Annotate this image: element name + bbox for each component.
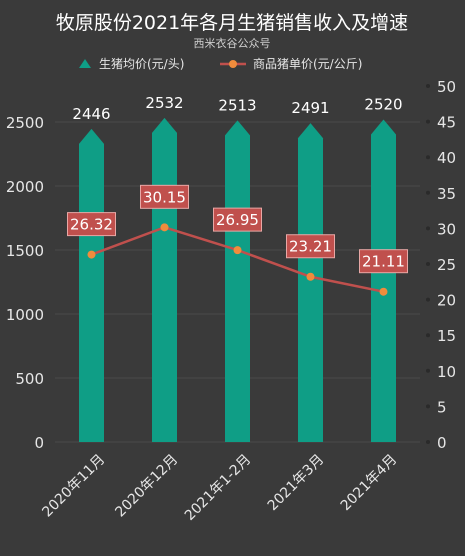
line-value-box — [286, 234, 335, 259]
legend-bar-swatch — [79, 59, 91, 68]
right-tick-mark — [426, 333, 430, 338]
legend-line-label: 商品猪单价(元/公斤) — [253, 56, 362, 71]
right-tick-mark — [426, 190, 430, 195]
line-point — [160, 223, 169, 232]
right-tick-label: 30 — [437, 220, 456, 238]
bar-value-labels: 2446 2532 2513 2491 2520 — [72, 94, 402, 123]
line-point — [87, 250, 96, 259]
right-axis: 0 5 10 15 20 25 30 35 40 45 50 — [426, 78, 456, 452]
bar-value-label: 2491 — [291, 99, 329, 117]
right-tick-mark — [426, 119, 430, 124]
x-tick-label: 2020年11月 — [39, 452, 108, 521]
legend-line-marker — [229, 60, 237, 68]
right-tick-mark — [426, 155, 430, 160]
line-value-box — [67, 212, 116, 237]
line-value-label: 23.21 — [289, 238, 332, 256]
left-tick-label: 2500 — [6, 114, 44, 132]
right-tick-label: 20 — [437, 292, 456, 310]
right-tick-label: 25 — [437, 256, 456, 274]
bar-value-label: 2513 — [218, 96, 256, 114]
right-tick-label: 45 — [437, 114, 456, 132]
legend-bar-label: 生猪均价(元/头) — [99, 57, 184, 71]
right-tick-label: 35 — [437, 185, 456, 203]
line-point — [379, 287, 388, 296]
x-axis: 2020年11月 2020年12月 2021年1-2月 2021年3月 2021年4月 — [39, 452, 400, 524]
right-tick-label: 0 — [437, 434, 447, 452]
bar-value-label: 2520 — [364, 95, 402, 113]
chart-legend: 生猪均价(元/头) 商品猪单价(元/公斤) — [79, 56, 362, 71]
x-tick-label: 2021年3月 — [265, 452, 328, 515]
right-tick-mark — [426, 84, 430, 88]
right-tick-mark — [426, 226, 430, 231]
right-tick-mark — [426, 297, 430, 302]
bar — [152, 117, 177, 443]
bar-series — [79, 117, 396, 443]
chart-subtitle: 西米衣谷公众号 — [194, 36, 271, 50]
left-tick-label: 2000 — [6, 178, 44, 196]
x-tick-label: 2021年1-2月 — [182, 452, 254, 524]
left-axis: 0 500 1000 1500 2000 2500 — [6, 114, 44, 452]
bar — [371, 119, 396, 442]
right-tick-label: 10 — [437, 363, 456, 381]
line-series: 26.32 30.15 26.95 23.21 21.11 — [67, 184, 408, 296]
left-tick-label: 1000 — [6, 306, 44, 324]
left-tick-label: 1500 — [6, 242, 44, 260]
right-tick-mark — [426, 262, 430, 266]
right-tick-label: 40 — [437, 149, 456, 167]
bar-value-label: 2446 — [72, 105, 110, 123]
line-value-label: 30.15 — [143, 188, 186, 206]
right-tick-label: 50 — [437, 78, 456, 96]
right-tick-mark — [426, 440, 430, 444]
right-tick-mark — [426, 368, 430, 373]
x-tick-label: 2020年12月 — [112, 452, 181, 521]
line-value-box — [140, 184, 189, 209]
right-tick-mark — [426, 404, 430, 409]
line-value-box — [359, 249, 408, 274]
line-value-label: 26.32 — [70, 216, 113, 234]
line-point — [233, 246, 242, 255]
right-tick-label: 15 — [437, 327, 456, 345]
bar — [225, 120, 250, 442]
line-value-label: 21.11 — [362, 253, 405, 271]
bar — [79, 128, 104, 443]
line-value-box — [213, 207, 262, 232]
x-tick-label: 2021年4月 — [338, 452, 401, 515]
left-tick-label: 500 — [15, 370, 44, 388]
bar-value-label: 2532 — [145, 94, 183, 112]
chart-title: 牧原股份2021年各月生猪销售收入及增速 — [56, 12, 408, 34]
right-tick-label: 5 — [437, 398, 447, 416]
line-point — [306, 272, 315, 281]
bar — [298, 123, 323, 442]
left-tick-label: 0 — [34, 434, 44, 452]
line-value-label: 26.95 — [216, 211, 259, 229]
